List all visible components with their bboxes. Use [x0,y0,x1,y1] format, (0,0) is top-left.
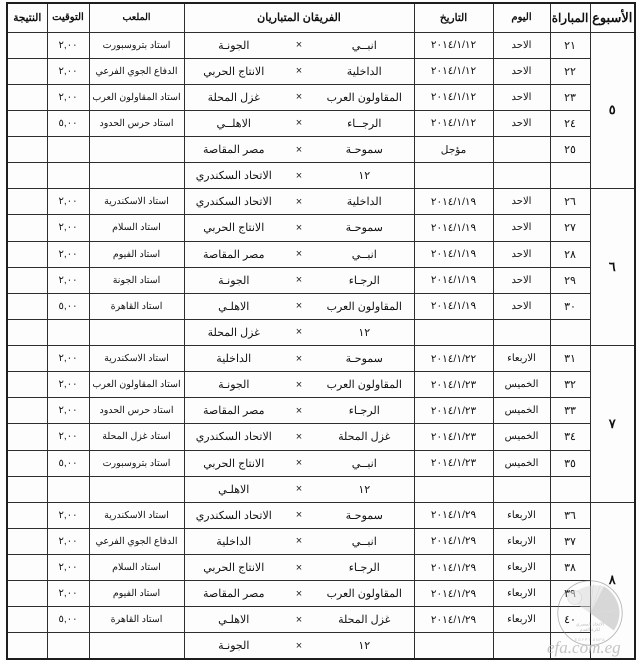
svg-text:لكرة القدم: لكرة القدم [580,627,601,633]
